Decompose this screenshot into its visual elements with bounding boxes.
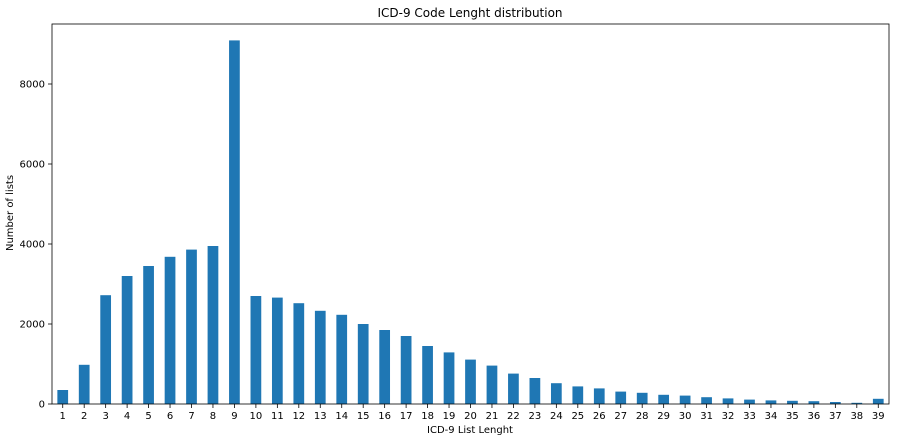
x-tick-label: 36 — [808, 411, 821, 422]
bar-6 — [164, 256, 176, 404]
bar-12 — [293, 303, 305, 404]
x-axis-label: ICD-9 List Lenght — [427, 425, 513, 436]
x-tick-label: 15 — [357, 411, 370, 422]
x-tick-label: 26 — [593, 411, 606, 422]
x-tick-label: 22 — [507, 411, 520, 422]
x-tick-label: 29 — [657, 411, 670, 422]
bar-3 — [100, 295, 112, 404]
bar-31 — [701, 397, 712, 404]
x-tick-label: 1 — [60, 411, 66, 422]
x-tick-label: 33 — [743, 411, 756, 422]
x-tick-label: 17 — [400, 411, 413, 422]
y-tick-label: 8000 — [20, 80, 45, 91]
bar-16 — [379, 330, 391, 404]
x-tick-label: 32 — [722, 411, 735, 422]
x-tick-label: 19 — [443, 411, 456, 422]
x-tick-label: 4 — [124, 411, 130, 422]
x-tick-label: 30 — [679, 411, 692, 422]
y-tick-label: 4000 — [20, 240, 45, 251]
bar-14 — [336, 314, 348, 404]
y-tick-label: 6000 — [20, 160, 45, 171]
x-tick-label: 7 — [188, 411, 194, 422]
x-axis-ticks: 1 2 3 4 5 6 7 8 9 10 11 12 13 14 15 16 17 18 19 20 21 22 23 24 2… — [60, 404, 885, 422]
bar-8 — [207, 246, 219, 404]
bar-33 — [744, 399, 755, 404]
bar-38 — [851, 402, 863, 404]
bar-19 — [443, 352, 455, 404]
bar-13 — [314, 310, 326, 404]
bar-5 — [143, 266, 154, 404]
chart-title: ICD-9 Code Lenght distribution — [377, 6, 562, 20]
x-tick-label: 27 — [614, 411, 627, 422]
bar-4 — [121, 276, 133, 404]
bar-39 — [872, 398, 884, 404]
bar-15 — [357, 324, 369, 404]
bar-21 — [486, 365, 498, 404]
bar-9 — [229, 40, 240, 405]
bar-29 — [658, 394, 670, 404]
plot-frame — [51, 23, 890, 405]
bar-10 — [250, 296, 262, 404]
bar-27 — [615, 391, 627, 404]
bar-23 — [529, 378, 541, 404]
x-tick-label: 8 — [210, 411, 216, 422]
bar-34 — [765, 400, 777, 404]
y-axis-label: Number of lists — [5, 175, 16, 251]
x-tick-label: 23 — [529, 411, 542, 422]
bar-18 — [422, 346, 433, 404]
bar-28 — [636, 392, 648, 404]
bar-17 — [400, 336, 412, 404]
x-tick-label: 25 — [571, 411, 584, 422]
bar-24 — [550, 383, 562, 404]
bar-1 — [57, 390, 69, 404]
bar-26 — [593, 388, 605, 404]
x-tick-label: 11 — [271, 411, 284, 422]
x-tick-label: 18 — [421, 411, 434, 422]
x-tick-label: 38 — [850, 411, 863, 422]
bar-2 — [78, 364, 90, 404]
x-tick-label: 37 — [829, 411, 842, 422]
x-tick-label: 10 — [250, 411, 263, 422]
x-tick-label: 34 — [765, 411, 778, 422]
x-tick-label: 35 — [786, 411, 799, 422]
bar-series — [57, 40, 884, 405]
y-tick-label: 2000 — [20, 320, 45, 331]
x-tick-label: 9 — [231, 411, 237, 422]
x-tick-label: 28 — [636, 411, 649, 422]
bar-35 — [787, 400, 798, 404]
x-tick-label: 21 — [486, 411, 499, 422]
x-tick-label: 16 — [378, 411, 391, 422]
x-tick-label: 2 — [81, 411, 87, 422]
x-tick-label: 13 — [314, 411, 327, 422]
x-tick-label: 20 — [464, 411, 477, 422]
x-tick-label: 31 — [700, 411, 713, 422]
y-axis-ticks: 0 2000 4000 6000 8000 — [20, 80, 52, 411]
bar-25 — [572, 386, 584, 404]
x-tick-label: 39 — [872, 411, 885, 422]
bar-37 — [829, 402, 841, 404]
bar-36 — [808, 401, 820, 404]
x-tick-label: 3 — [102, 411, 108, 422]
x-tick-label: 24 — [550, 411, 563, 422]
x-tick-label: 12 — [292, 411, 305, 422]
bar-11 — [271, 297, 283, 404]
y-tick-label: 0 — [39, 400, 45, 411]
bar-20 — [465, 359, 476, 404]
x-tick-label: 6 — [167, 411, 173, 422]
x-tick-label: 5 — [145, 411, 151, 422]
x-tick-label: 14 — [335, 411, 348, 422]
bar-32 — [722, 398, 734, 404]
bar-30 — [679, 395, 691, 404]
bar-7 — [186, 249, 197, 404]
bar-22 — [508, 373, 519, 404]
